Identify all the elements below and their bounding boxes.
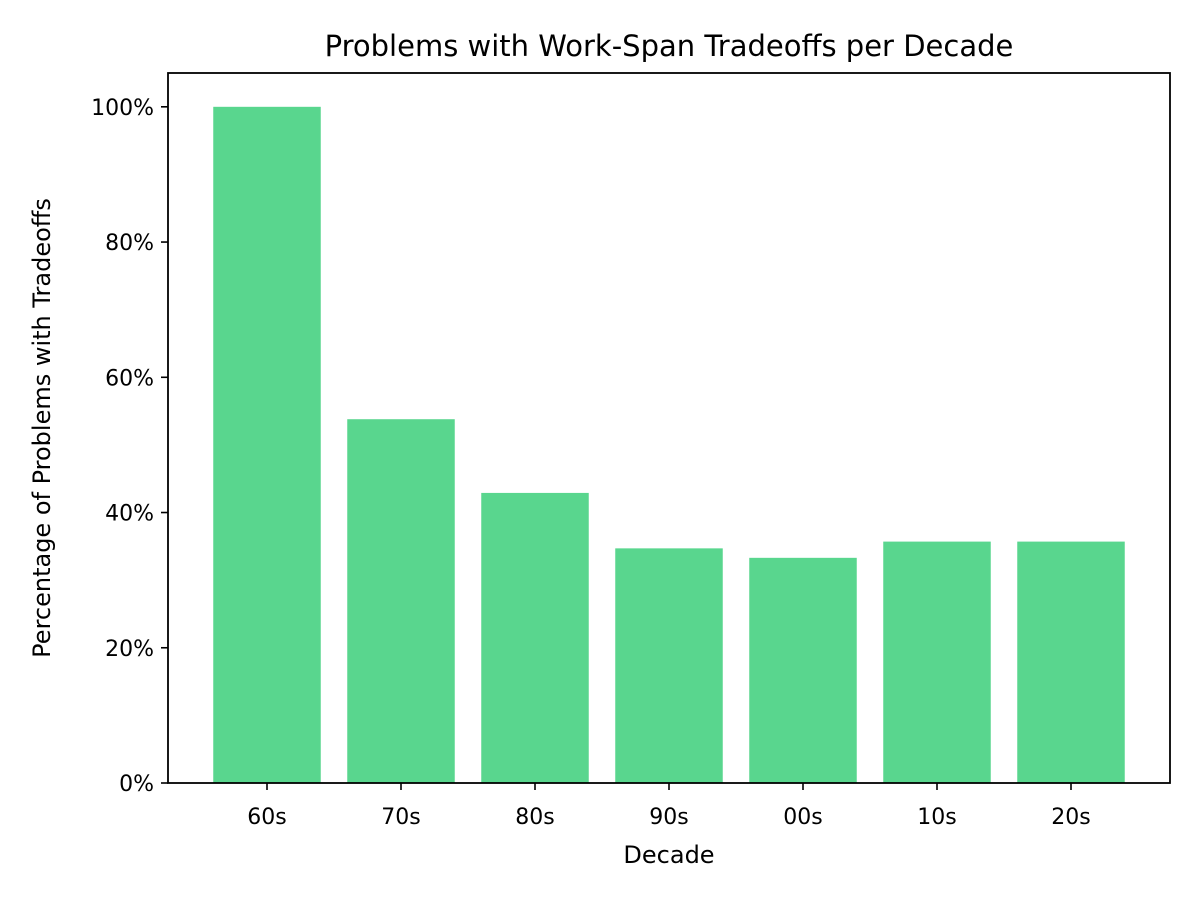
bar-00s <box>749 557 857 783</box>
y-tick-label: 100% <box>91 96 154 121</box>
bar-20s <box>1017 541 1125 783</box>
x-tick-label: 10s <box>917 805 956 830</box>
x-tick-label: 00s <box>783 805 822 830</box>
x-tick-label: 70s <box>381 805 420 830</box>
x-axis-label: Decade <box>623 841 714 869</box>
y-axis-label: Percentage of Problems with Tradeoffs <box>28 198 56 658</box>
x-tick-label: 90s <box>649 805 688 830</box>
bar-70s <box>347 419 455 783</box>
bar-10s <box>883 541 991 783</box>
y-tick-label: 0% <box>119 772 154 797</box>
x-tick-label: 60s <box>247 805 286 830</box>
y-tick-label: 60% <box>105 366 154 391</box>
bars-layer <box>213 106 1125 783</box>
y-tick-label: 40% <box>105 502 154 527</box>
bar-90s <box>615 548 723 783</box>
y-tick-label: 20% <box>105 637 154 662</box>
ticks-layer: 60s 70s 80s 90s 00s 10s 20s 0% 20% 40% 60% 80% 100% <box>91 96 1091 830</box>
chart-title: Problems with Work-Span Tradeoffs per De… <box>325 29 1014 63</box>
x-tick-label: 20s <box>1051 805 1090 830</box>
y-tick-label: 80% <box>105 231 154 256</box>
x-tick-label: 80s <box>515 805 554 830</box>
bar-80s <box>481 492 589 783</box>
plot-frame <box>167 72 1171 784</box>
bar-60s <box>213 106 321 783</box>
